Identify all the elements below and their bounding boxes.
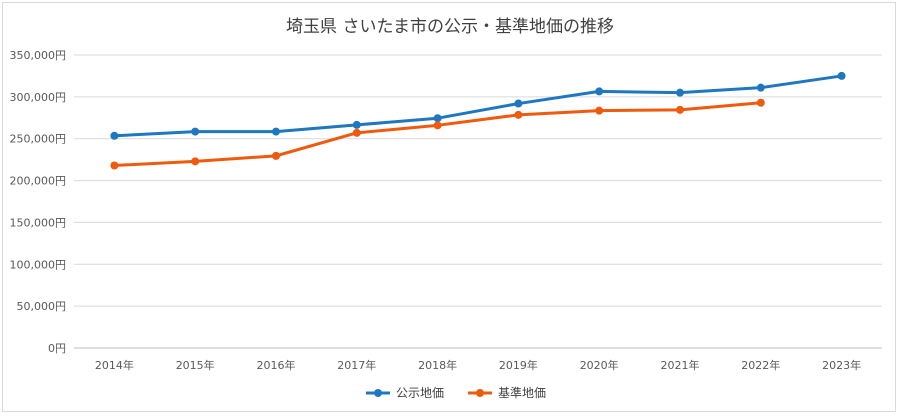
data-point — [191, 127, 200, 136]
data-point — [756, 83, 765, 92]
data-point — [352, 120, 361, 129]
chart-title: 埼玉県 さいたま市の公示・基準地価の推移 — [286, 17, 614, 37]
legend-label: 公示地価 — [396, 386, 444, 400]
y-tick-label: 100,000円 — [10, 258, 67, 271]
gridlines — [74, 54, 882, 349]
y-tick-label: 250,000円 — [10, 133, 67, 146]
data-point — [514, 99, 523, 108]
y-tick-label: 200,000円 — [10, 175, 67, 188]
data-point — [595, 87, 604, 96]
x-axis: 2014年 2015年 2016年 2017年 2018年 2019年 2020年 2021年… — [95, 358, 861, 372]
data-point — [272, 151, 280, 160]
data-point — [676, 88, 684, 97]
legend-label: 基準地価 — [498, 385, 546, 400]
y-tick-label: 50,000円 — [17, 300, 67, 313]
data-point — [110, 131, 119, 140]
x-tick-label: 2023年 — [822, 358, 861, 372]
data-point — [433, 114, 442, 123]
y-tick-label: 350,000円 — [10, 49, 67, 62]
series-layer — [110, 71, 846, 170]
y-axis: 0円 50,000円 100,000円 150,000円 200,000円 250,000… — [10, 49, 67, 355]
x-tick-label: 2017年 — [337, 358, 376, 372]
legend-item-2: 基準地価 — [468, 385, 546, 400]
x-tick-label: 2022年 — [741, 358, 780, 372]
x-tick-label: 2016年 — [257, 358, 296, 372]
data-point — [514, 110, 523, 119]
series-1 — [110, 71, 846, 140]
x-tick-label: 2014年 — [95, 358, 134, 372]
y-tick-label: 0円 — [48, 342, 66, 355]
x-tick-label: 2015年 — [176, 358, 215, 372]
x-tick-label: 2020年 — [580, 358, 619, 372]
data-point — [110, 161, 119, 170]
legend-marker — [476, 389, 484, 397]
legend-item-1: 公示地価 — [366, 386, 444, 400]
data-point — [676, 105, 684, 114]
legend-marker — [374, 389, 382, 397]
data-point — [595, 106, 604, 115]
data-point — [756, 98, 765, 107]
x-tick-label: 2021年 — [661, 358, 700, 372]
data-point — [837, 71, 846, 80]
data-point — [272, 127, 280, 136]
y-tick-label: 300,000円 — [10, 91, 67, 104]
x-tick-label: 2019年 — [499, 358, 538, 372]
chart-frame — [2, 2, 896, 412]
legend: 公示地価 基準地価 — [366, 385, 546, 400]
series-line — [112, 101, 763, 168]
data-point — [433, 121, 442, 130]
series-line — [112, 74, 844, 138]
data-point — [352, 128, 361, 137]
x-tick-label: 2018年 — [418, 358, 457, 372]
data-point — [191, 157, 200, 166]
series-2 — [110, 98, 765, 170]
y-tick-label: 150,000円 — [10, 216, 67, 229]
